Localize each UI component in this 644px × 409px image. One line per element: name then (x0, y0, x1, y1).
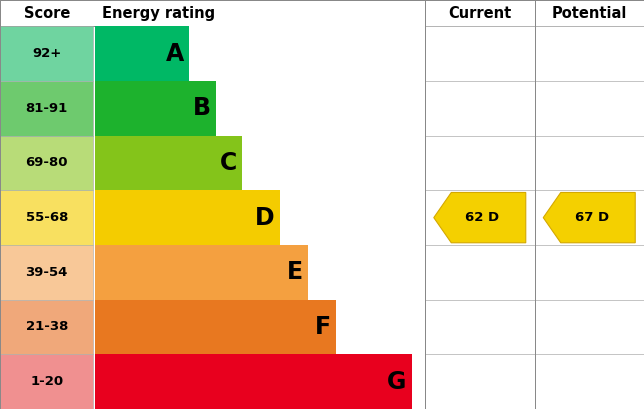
Text: 81-91: 81-91 (26, 102, 68, 115)
Text: 1-20: 1-20 (30, 375, 63, 388)
Bar (0, 0, 425, 26)
Bar (95, 245, 308, 300)
Bar (425, 81, 535, 136)
Text: E: E (287, 260, 303, 284)
Text: 21-38: 21-38 (26, 321, 68, 333)
Bar (95, 354, 412, 409)
Text: 55-68: 55-68 (26, 211, 68, 224)
Bar (242, 136, 425, 190)
Bar (535, 136, 644, 190)
Bar (189, 26, 425, 81)
Bar (0, 136, 93, 190)
Text: 39-54: 39-54 (26, 266, 68, 279)
Bar (308, 245, 425, 300)
Text: Current: Current (448, 6, 511, 20)
Text: Score: Score (23, 6, 70, 20)
Bar (280, 190, 425, 245)
Bar (336, 300, 425, 354)
Bar (0, 26, 93, 81)
Bar (425, 245, 535, 300)
Text: Potential: Potential (551, 6, 627, 20)
Text: 62 D: 62 D (466, 211, 500, 224)
Bar (425, 190, 535, 245)
Bar (95, 81, 216, 136)
Bar (425, 300, 535, 354)
Bar (95, 190, 280, 245)
Text: 67 D: 67 D (575, 211, 609, 224)
Bar (535, 300, 644, 354)
Text: B: B (193, 96, 211, 120)
Bar (0, 81, 93, 136)
Text: Energy rating: Energy rating (102, 6, 215, 20)
Bar (0, 245, 93, 300)
Text: G: G (387, 370, 407, 393)
Polygon shape (544, 193, 635, 243)
Bar (412, 354, 425, 409)
Polygon shape (434, 193, 526, 243)
Bar (425, 354, 535, 409)
Bar (425, 136, 535, 190)
Bar (95, 136, 242, 190)
Bar (425, 0, 644, 409)
Bar (535, 190, 644, 245)
Bar (425, 26, 535, 81)
Bar (95, 300, 336, 354)
Bar (0, 0, 425, 409)
Bar (535, 0, 644, 26)
Bar (425, 0, 535, 26)
Bar (535, 81, 644, 136)
Text: 92+: 92+ (32, 47, 61, 60)
Bar (535, 354, 644, 409)
Text: 69-80: 69-80 (26, 157, 68, 169)
Text: D: D (255, 206, 275, 229)
Bar (0, 300, 93, 354)
Text: C: C (220, 151, 237, 175)
Bar (0, 354, 93, 409)
Text: A: A (166, 42, 184, 65)
Bar (0, 190, 93, 245)
Bar (95, 26, 189, 81)
Bar (535, 26, 644, 81)
Text: F: F (315, 315, 331, 339)
Bar (535, 245, 644, 300)
Bar (216, 81, 425, 136)
